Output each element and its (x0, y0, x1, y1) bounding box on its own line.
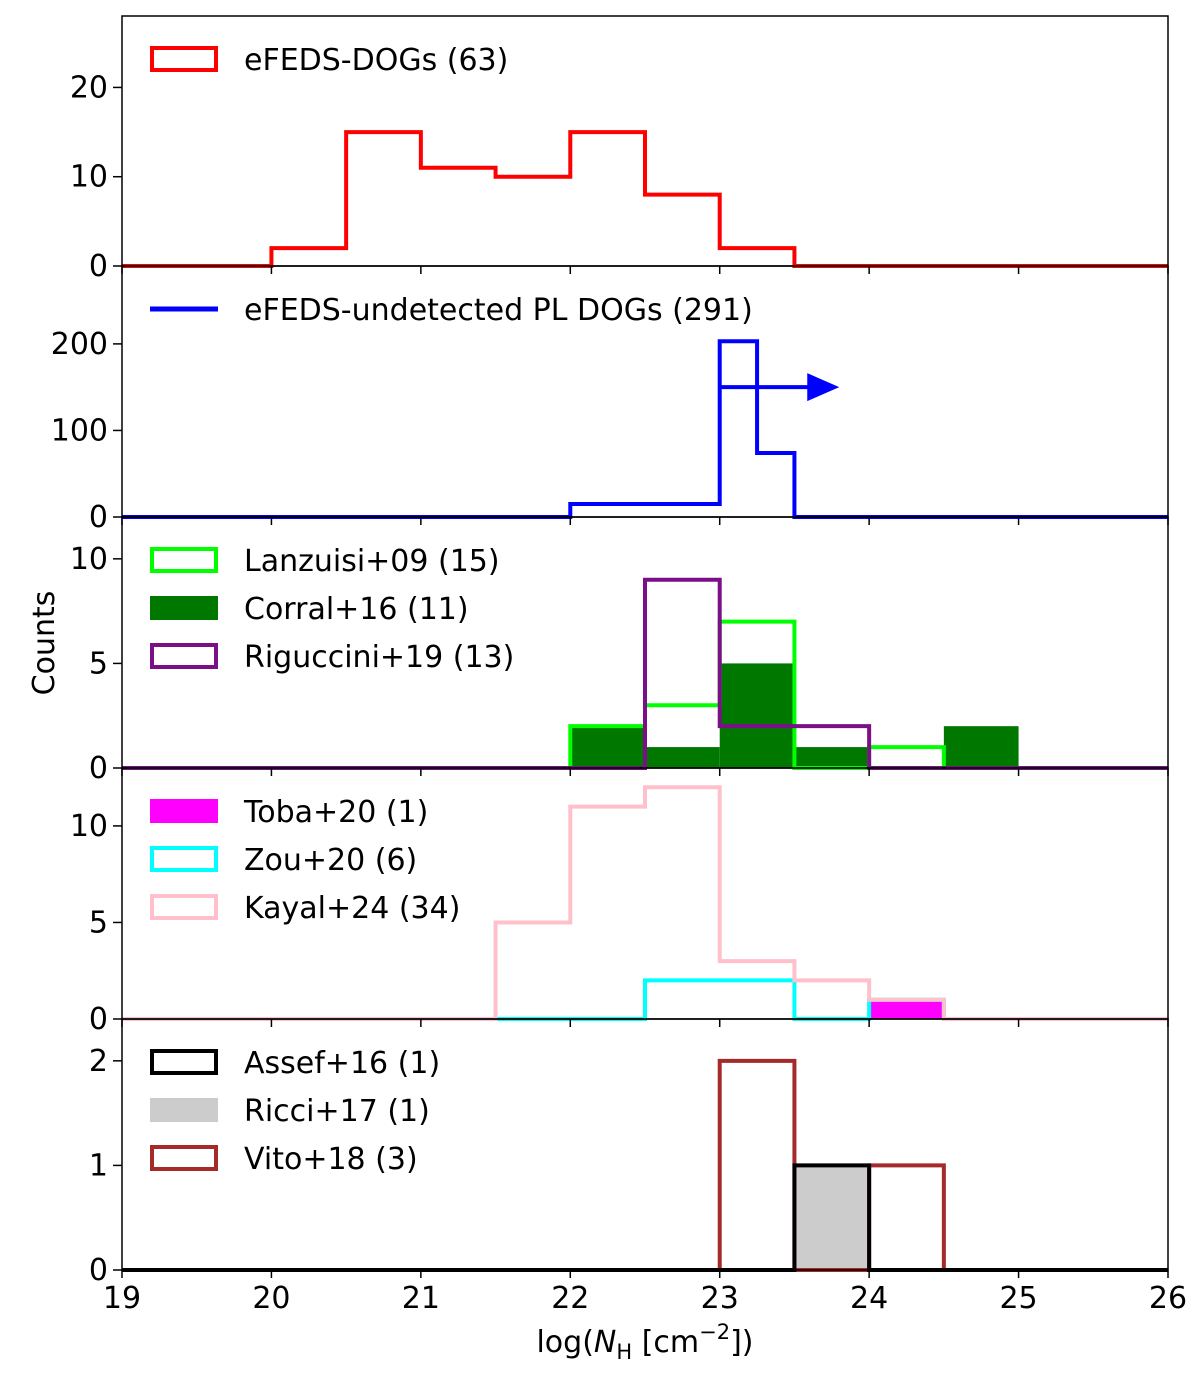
legend-swatch (150, 643, 218, 669)
x-tick-label: 21 (402, 1281, 440, 1316)
legend-swatch (150, 1098, 218, 1122)
y-tick-label: 10 (70, 542, 108, 577)
lower-limit-arrow-head (807, 373, 840, 402)
legend: Toba+20 (1) Zou+20 (6) Kayal+24 (34) (150, 795, 460, 926)
legend-swatch (150, 1145, 218, 1171)
bar-corral-16-11-1 (645, 747, 720, 768)
x-tick-label: 20 (252, 1281, 290, 1316)
legend: Lanzuisi+09 (15) Corral+16 (11) Riguccini+… (150, 544, 514, 675)
y-tick-label: 0 (89, 1002, 108, 1037)
legend-swatch (150, 547, 218, 573)
x-tick-label: 26 (1149, 1281, 1187, 1316)
panel-3: 0 5 10 Lanzuisi+09 (15) Corral+16 (11) Rigucc… (70, 516, 1169, 786)
legend-swatch (150, 596, 218, 620)
y-tick-label: 0 (89, 751, 108, 786)
y-tick-label: 200 (51, 327, 108, 362)
x-tick-label: 19 (103, 1281, 141, 1316)
legend-swatch (150, 799, 218, 823)
legend-label: Kayal+24 (34) (244, 891, 460, 926)
bar-corral-16-11-0 (570, 726, 645, 768)
y-tick-label: 1 (89, 1148, 108, 1183)
panel-frame (121, 1018, 1169, 1271)
y-tick-label: 100 (51, 413, 108, 448)
bar-corral-16-11-2 (719, 663, 795, 768)
y-tick-label: 0 (89, 500, 108, 535)
series-efeds-undetected-pl-dogs-291 (122, 339, 1168, 519)
series-efeds-dogs-63 (122, 130, 1168, 268)
legend-label: eFEDS-undetected PL DOGs (291) (244, 293, 753, 328)
legend-label: Toba+20 (1) (243, 795, 428, 830)
legend-label: Vito+18 (3) (244, 1142, 418, 1177)
x-axis-title: log(NH [cm−2]) (536, 1320, 753, 1364)
legend-swatch (150, 894, 218, 920)
bar-toba-20-1-0 (869, 999, 944, 1019)
x-tick-label: 23 (701, 1281, 739, 1316)
legend-label: Corral+16 (11) (244, 592, 469, 627)
legend: Assef+16 (1) Ricci+17 (1) Vito+18 (3) (150, 1046, 440, 1177)
y-tick-label: 10 (70, 809, 108, 844)
x-tick-label: 22 (551, 1281, 589, 1316)
legend: eFEDS-DOGs (63) (150, 43, 508, 78)
legend-label: Ricci+17 (1) (244, 1094, 430, 1129)
y-tick-label: 10 (70, 160, 108, 195)
legend-label: Assef+16 (1) (244, 1046, 440, 1081)
series-riguccini-19-13 (122, 577, 1168, 770)
series-lanzuisi-09-15 (122, 619, 1168, 770)
panel-2: 0 100 200 eFEDS-undetected PL DOGs (291) (51, 265, 1169, 535)
legend: eFEDS-undetected PL DOGs (291) (150, 293, 753, 328)
x-axis: 19 20 21 22 23 24 25 26 (103, 1281, 1187, 1316)
panel-5: 0 1 2 Assef+16 (1) Ricci+17 (1) Vito+18 (3) (89, 1018, 1169, 1288)
legend-label: Zou+20 (6) (244, 843, 417, 878)
y-tick-label: 20 (70, 70, 108, 105)
legend-swatch (150, 846, 218, 872)
series-kayal-24-34 (122, 785, 1168, 1021)
panel-1: 0 10 20 eFEDS-DOGs (63) (70, 15, 1169, 284)
series-assef-16-1 (122, 1163, 1168, 1272)
x-tick-label: 25 (999, 1281, 1037, 1316)
legend-label: Riguccini+19 (13) (244, 640, 514, 675)
bar-corral-16-11-3 (794, 747, 870, 768)
y-tick-label: 2 (89, 1044, 108, 1079)
y-tick-label: 5 (89, 646, 108, 681)
legend-label: eFEDS-DOGs (63) (244, 43, 508, 78)
bar-corral-16-11-4 (943, 726, 1019, 768)
legend-label: Lanzuisi+09 (15) (244, 544, 500, 579)
y-tick-label: 5 (89, 905, 108, 940)
x-tick-label: 24 (850, 1281, 888, 1316)
y-tick-label: 0 (89, 1253, 108, 1288)
bar-ricci-17-1-0 (794, 1165, 870, 1270)
panel-4: 0 5 10 Toba+20 (1) Zou+20 (6) Kayal+24 (34) (70, 767, 1169, 1037)
y-axis-title: Counts (27, 591, 62, 696)
legend-swatch (150, 46, 218, 72)
legend-swatch (150, 1049, 218, 1075)
y-tick-label: 0 (89, 249, 108, 284)
